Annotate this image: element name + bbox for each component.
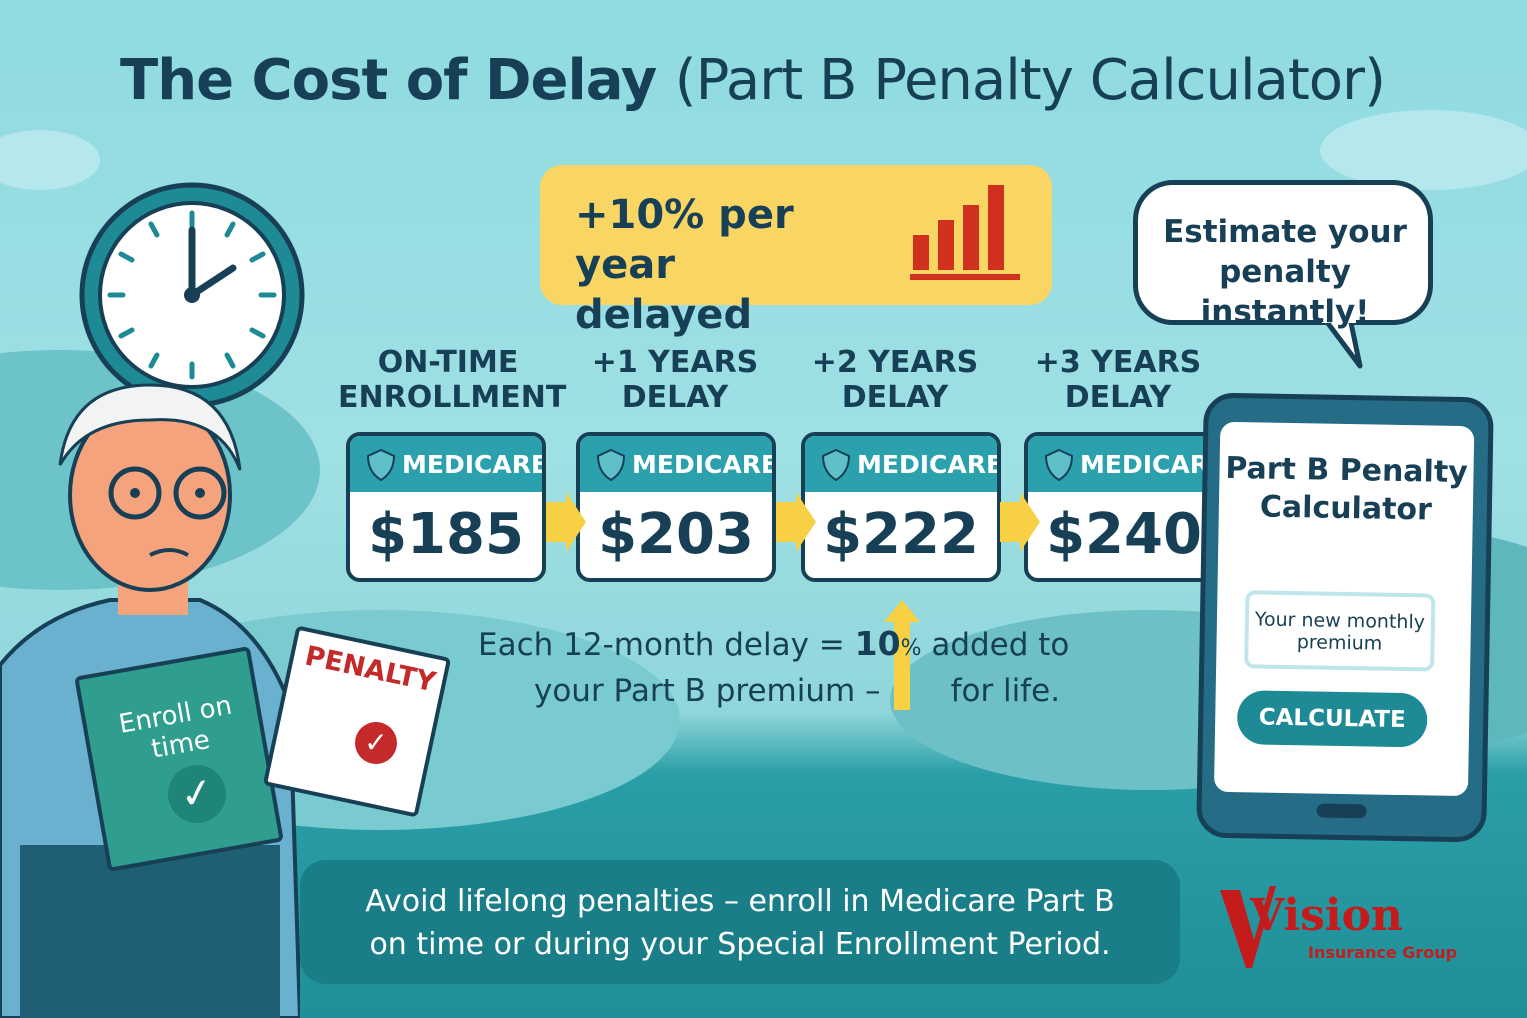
column-label-line: ENROLLMENT [338, 380, 567, 415]
column-label-3-years: +3 YEARS DELAY [1008, 345, 1228, 415]
arrow-right-icon [546, 492, 586, 552]
arrow-right-icon [776, 492, 816, 552]
logo-subtitle: Insurance Group [1308, 943, 1458, 962]
penalty-check-icon: ✓ [355, 722, 397, 764]
title-paren: (Part B Penalty Calculator) [674, 48, 1386, 113]
footer-line-2: on time or during your Special Enrollmen… [369, 927, 1111, 962]
explanation-percent: 10 [854, 624, 901, 663]
premium-card-2-years: MEDICARE $222 [801, 432, 1001, 582]
speech-bubble-tail [1322, 318, 1363, 369]
premium-card-1-year: MEDICARE $203 [576, 432, 776, 582]
shield-icon [821, 448, 851, 482]
arrow-right-icon [1000, 492, 1040, 552]
calculate-button[interactable]: CALCULATE [1236, 690, 1428, 748]
column-label-2-years: +2 YEARS DELAY [785, 345, 1005, 415]
bar-growth-icon [910, 185, 1020, 280]
column-label-line: +3 YEARS [1034, 345, 1202, 380]
explanation-line-2: your Part B premium – for life. [478, 670, 1098, 713]
column-label-line: DELAY [1064, 380, 1172, 415]
page-title: The Cost of Delay (Part B Penalty Calcul… [120, 48, 1386, 113]
explanation-text: Each 12-month delay = [478, 627, 855, 663]
column-label-line: ON-TIME [377, 345, 519, 380]
speech-bubble [1133, 180, 1433, 325]
column-label-line: DELAY [841, 380, 949, 415]
footer-text: Avoid lifelong penalties – enroll in Med… [315, 880, 1165, 966]
explanation-text: for life. [950, 673, 1061, 709]
column-label-on-time: ON-TIME ENROLLMENT [338, 345, 567, 415]
speech-bubble-text: Estimate your penalty instantly! [1163, 214, 1407, 330]
column-label-line: +1 YEARS [591, 345, 759, 380]
shield-icon [366, 448, 396, 482]
vision-v-logo-icon [1220, 886, 1276, 968]
premium-price: $203 [598, 502, 754, 567]
penalty-explanation: Each 12-month delay = 10% added to your … [478, 622, 1098, 713]
column-label-line: +2 YEARS [811, 345, 979, 380]
rate-line-1: +10% per year [575, 192, 794, 288]
premium-price: $240 [1046, 502, 1202, 567]
explanation-text: added to [921, 627, 1070, 663]
tablet-screen: Part B Penalty Calculator Your new month… [1213, 421, 1475, 797]
shield-icon [1044, 448, 1074, 482]
premium-price: $222 [823, 502, 979, 567]
column-label-line: DELAY [621, 380, 729, 415]
arrow-up-icon [884, 600, 920, 710]
rate-line-2: delayed [575, 292, 753, 338]
column-label-1-year: +1 YEARS DELAY [565, 345, 785, 415]
logo-name: Vision [1250, 890, 1403, 941]
monthly-premium-field[interactable]: Your new monthly premium [1244, 590, 1436, 672]
title-main: The Cost of Delay [120, 48, 657, 113]
medicare-card-header: MEDICARE [1028, 436, 1220, 492]
home-button [1316, 803, 1367, 819]
tablet-device: Part B Penalty Calculator Your new month… [1196, 392, 1494, 843]
calculator-title: Part B Penalty Calculator [1225, 450, 1469, 528]
explanation-text: your Part B premium – [534, 673, 881, 709]
explanation-line-1: Each 12-month delay = 10% added to [478, 622, 1098, 670]
clock-icon [79, 182, 305, 408]
premium-price: $185 [368, 502, 524, 567]
premium-card-on-time: MEDICARE $185 [346, 432, 546, 582]
shield-icon [596, 448, 626, 482]
premium-card-3-years: MEDICARE $240 [1024, 432, 1224, 582]
rate-banner-text: +10% per year delayed [575, 190, 905, 340]
explanation-percent-symbol: % [900, 636, 922, 661]
footer-banner [300, 860, 1180, 984]
footer-line-1: Avoid lifelong penalties – enroll in Med… [365, 884, 1115, 919]
